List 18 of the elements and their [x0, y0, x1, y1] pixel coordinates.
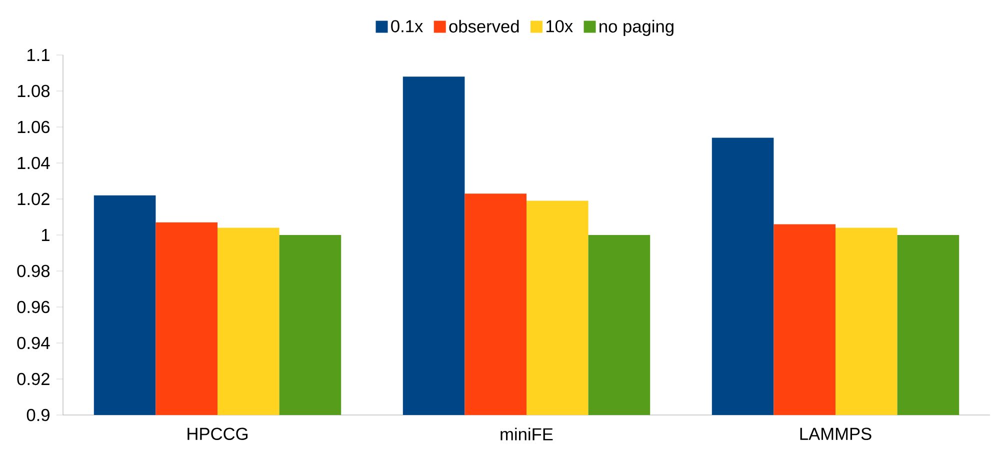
legend-label: 0.1x	[391, 20, 424, 32]
y-tick-label: 0.92	[17, 372, 50, 386]
legend-label: observed	[449, 20, 519, 33]
legend-label: no paging	[600, 20, 674, 36]
y-tick-label: 1.1	[28, 49, 50, 61]
y-tick-label: 1.02	[18, 192, 50, 206]
legend-label: 10x	[546, 20, 573, 32]
y-tick-label: 1.08	[18, 84, 50, 98]
y-tick-label: 1	[42, 229, 50, 241]
y-tick-label: 1.04	[18, 156, 50, 170]
y-tick-label: 0.94	[17, 336, 50, 350]
x-tick-label: HPCCG	[188, 428, 248, 440]
y-tick-label: 1.06	[18, 120, 50, 134]
y-tick-label: 0.9	[26, 408, 50, 422]
y-tick-label: 0.96	[17, 300, 50, 314]
x-tick-label: LAMMPS	[800, 428, 872, 440]
x-tick-label: miniFE	[500, 428, 553, 440]
y-tick-label: 0.98	[17, 264, 50, 278]
